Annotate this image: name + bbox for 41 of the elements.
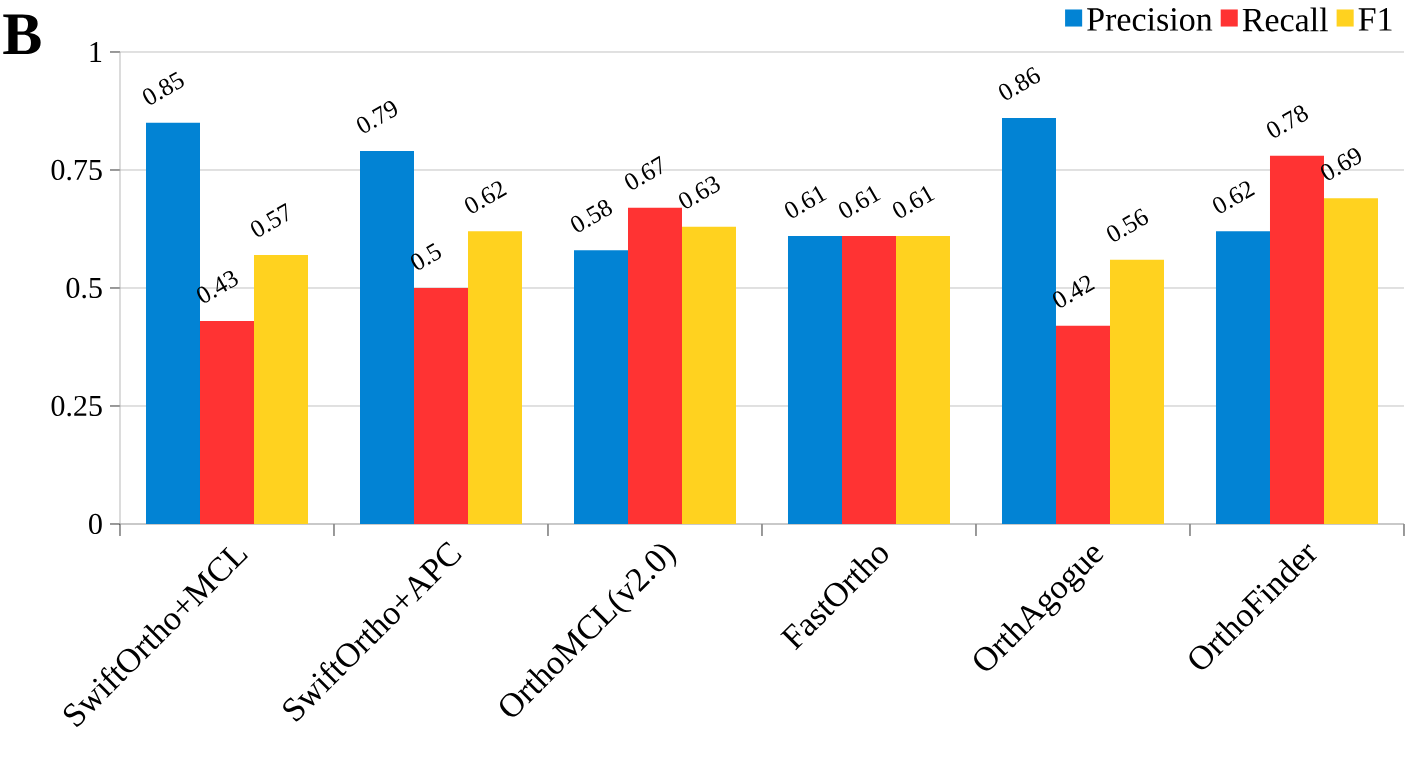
- bar: [787, 236, 842, 524]
- text: B: [3, 14, 41, 55]
- y-tick-label: 0: [89, 513, 102, 535]
- y-tick-label: 0.5: [66, 277, 102, 299]
- data-label: 0.63: [679, 176, 720, 209]
- data-label: 0.42: [1053, 275, 1096, 308]
- data-label: 0.58: [571, 199, 612, 232]
- bar: [1324, 198, 1378, 524]
- legend-label: F1: [1358, 8, 1392, 31]
- bar: [896, 236, 950, 524]
- y-tick-label: 0.75: [51, 159, 102, 181]
- bar: [842, 236, 896, 524]
- data-label: 0.67: [625, 155, 662, 190]
- legend-label: Precision: [1087, 8, 1213, 31]
- bar: [1110, 259, 1164, 524]
- data-label: 0.61: [893, 186, 935, 218]
- data-label: 0.61: [839, 186, 881, 218]
- data-label: 0.5: [411, 243, 441, 270]
- data-label: 0.78: [1267, 105, 1308, 138]
- bar: [574, 250, 628, 524]
- data-label: 0.57: [251, 203, 288, 237]
- bar: [200, 321, 254, 524]
- bar: [1055, 325, 1110, 524]
- data-label: 0.62: [465, 181, 508, 213]
- bar: [414, 287, 468, 524]
- bar: [628, 207, 682, 524]
- bar: [682, 226, 736, 524]
- data-label: 0.86: [999, 66, 1040, 100]
- legend-label: Recall: [1242, 7, 1328, 32]
- data-label: 0.56: [1107, 208, 1148, 242]
- bar: [468, 231, 522, 524]
- data-label: 0.79: [357, 101, 397, 133]
- data-label: 0.43: [197, 270, 238, 303]
- y-tick-label: 1: [90, 42, 102, 62]
- data-label: 0.85: [143, 71, 184, 105]
- data-label: 0.62: [1213, 181, 1256, 213]
- bar: [1215, 231, 1270, 524]
- y-tick-label: 0.25: [51, 395, 102, 417]
- data-label: 0.61: [785, 186, 827, 218]
- data-label: 0.69: [1321, 148, 1361, 180]
- bar: [254, 254, 308, 524]
